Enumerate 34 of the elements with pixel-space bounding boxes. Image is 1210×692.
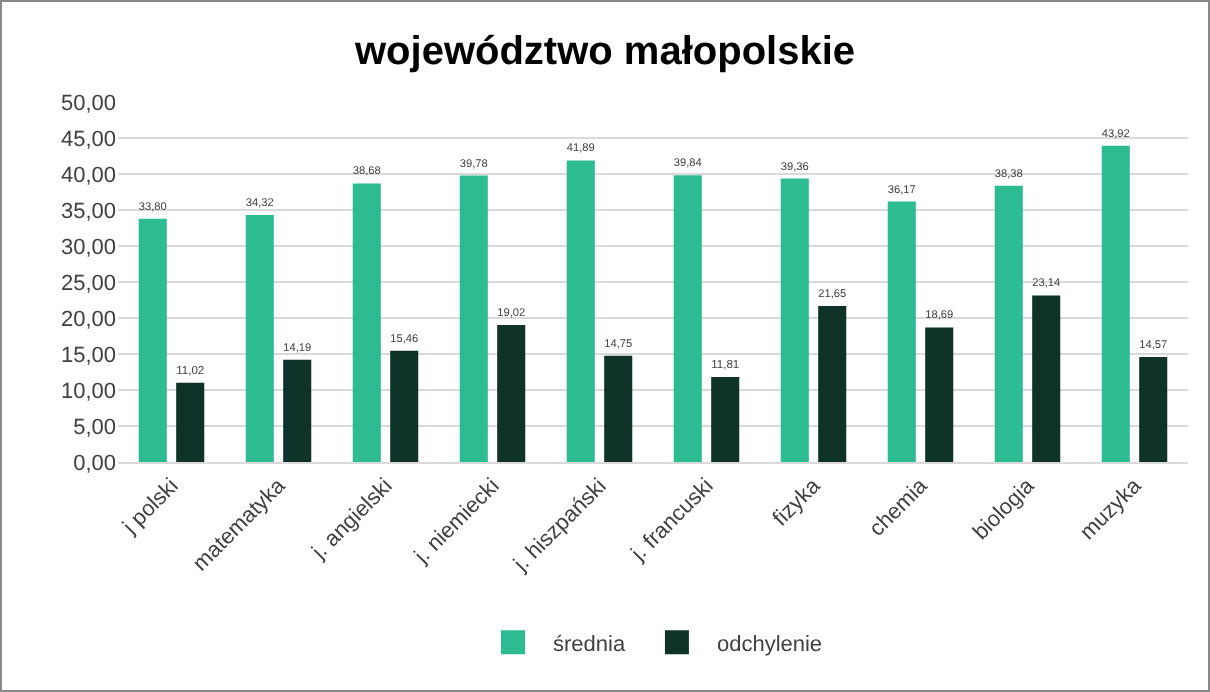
bar (245, 214, 274, 462)
y-tick-label: 20,00 (60, 307, 116, 332)
bar (780, 178, 809, 462)
bar (925, 327, 954, 462)
y-tick-label: 40,00 (60, 163, 116, 188)
bar (1101, 145, 1130, 462)
legend-label: średnia (553, 632, 627, 657)
y-tick-label: 45,00 (60, 127, 116, 152)
bar (673, 175, 702, 462)
bar (566, 160, 595, 462)
bar (604, 355, 633, 462)
y-tick-label: 50,00 (60, 91, 116, 116)
bar (352, 183, 381, 462)
chart-title: województwo małopolskie (352, 30, 856, 75)
bar (887, 201, 916, 462)
bar (497, 325, 526, 462)
bar (283, 359, 312, 462)
y-tick-label: 5,00 (73, 415, 116, 440)
bar (711, 376, 740, 462)
y-tick-label: 10,00 (60, 379, 116, 404)
bar (818, 306, 847, 462)
bar (138, 218, 167, 462)
y-tick-label: 0,00 (73, 451, 116, 476)
y-tick-label: 30,00 (60, 235, 116, 260)
legend-label: odchylenie (716, 632, 823, 657)
bar (390, 350, 419, 462)
bar (1032, 295, 1061, 462)
bar (176, 382, 205, 462)
y-tick-label: 15,00 (60, 343, 116, 368)
bar (459, 175, 488, 462)
bar (1139, 357, 1168, 462)
bar (994, 185, 1023, 462)
y-tick-label: 25,00 (60, 271, 116, 296)
y-tick-label: 35,00 (60, 199, 116, 224)
